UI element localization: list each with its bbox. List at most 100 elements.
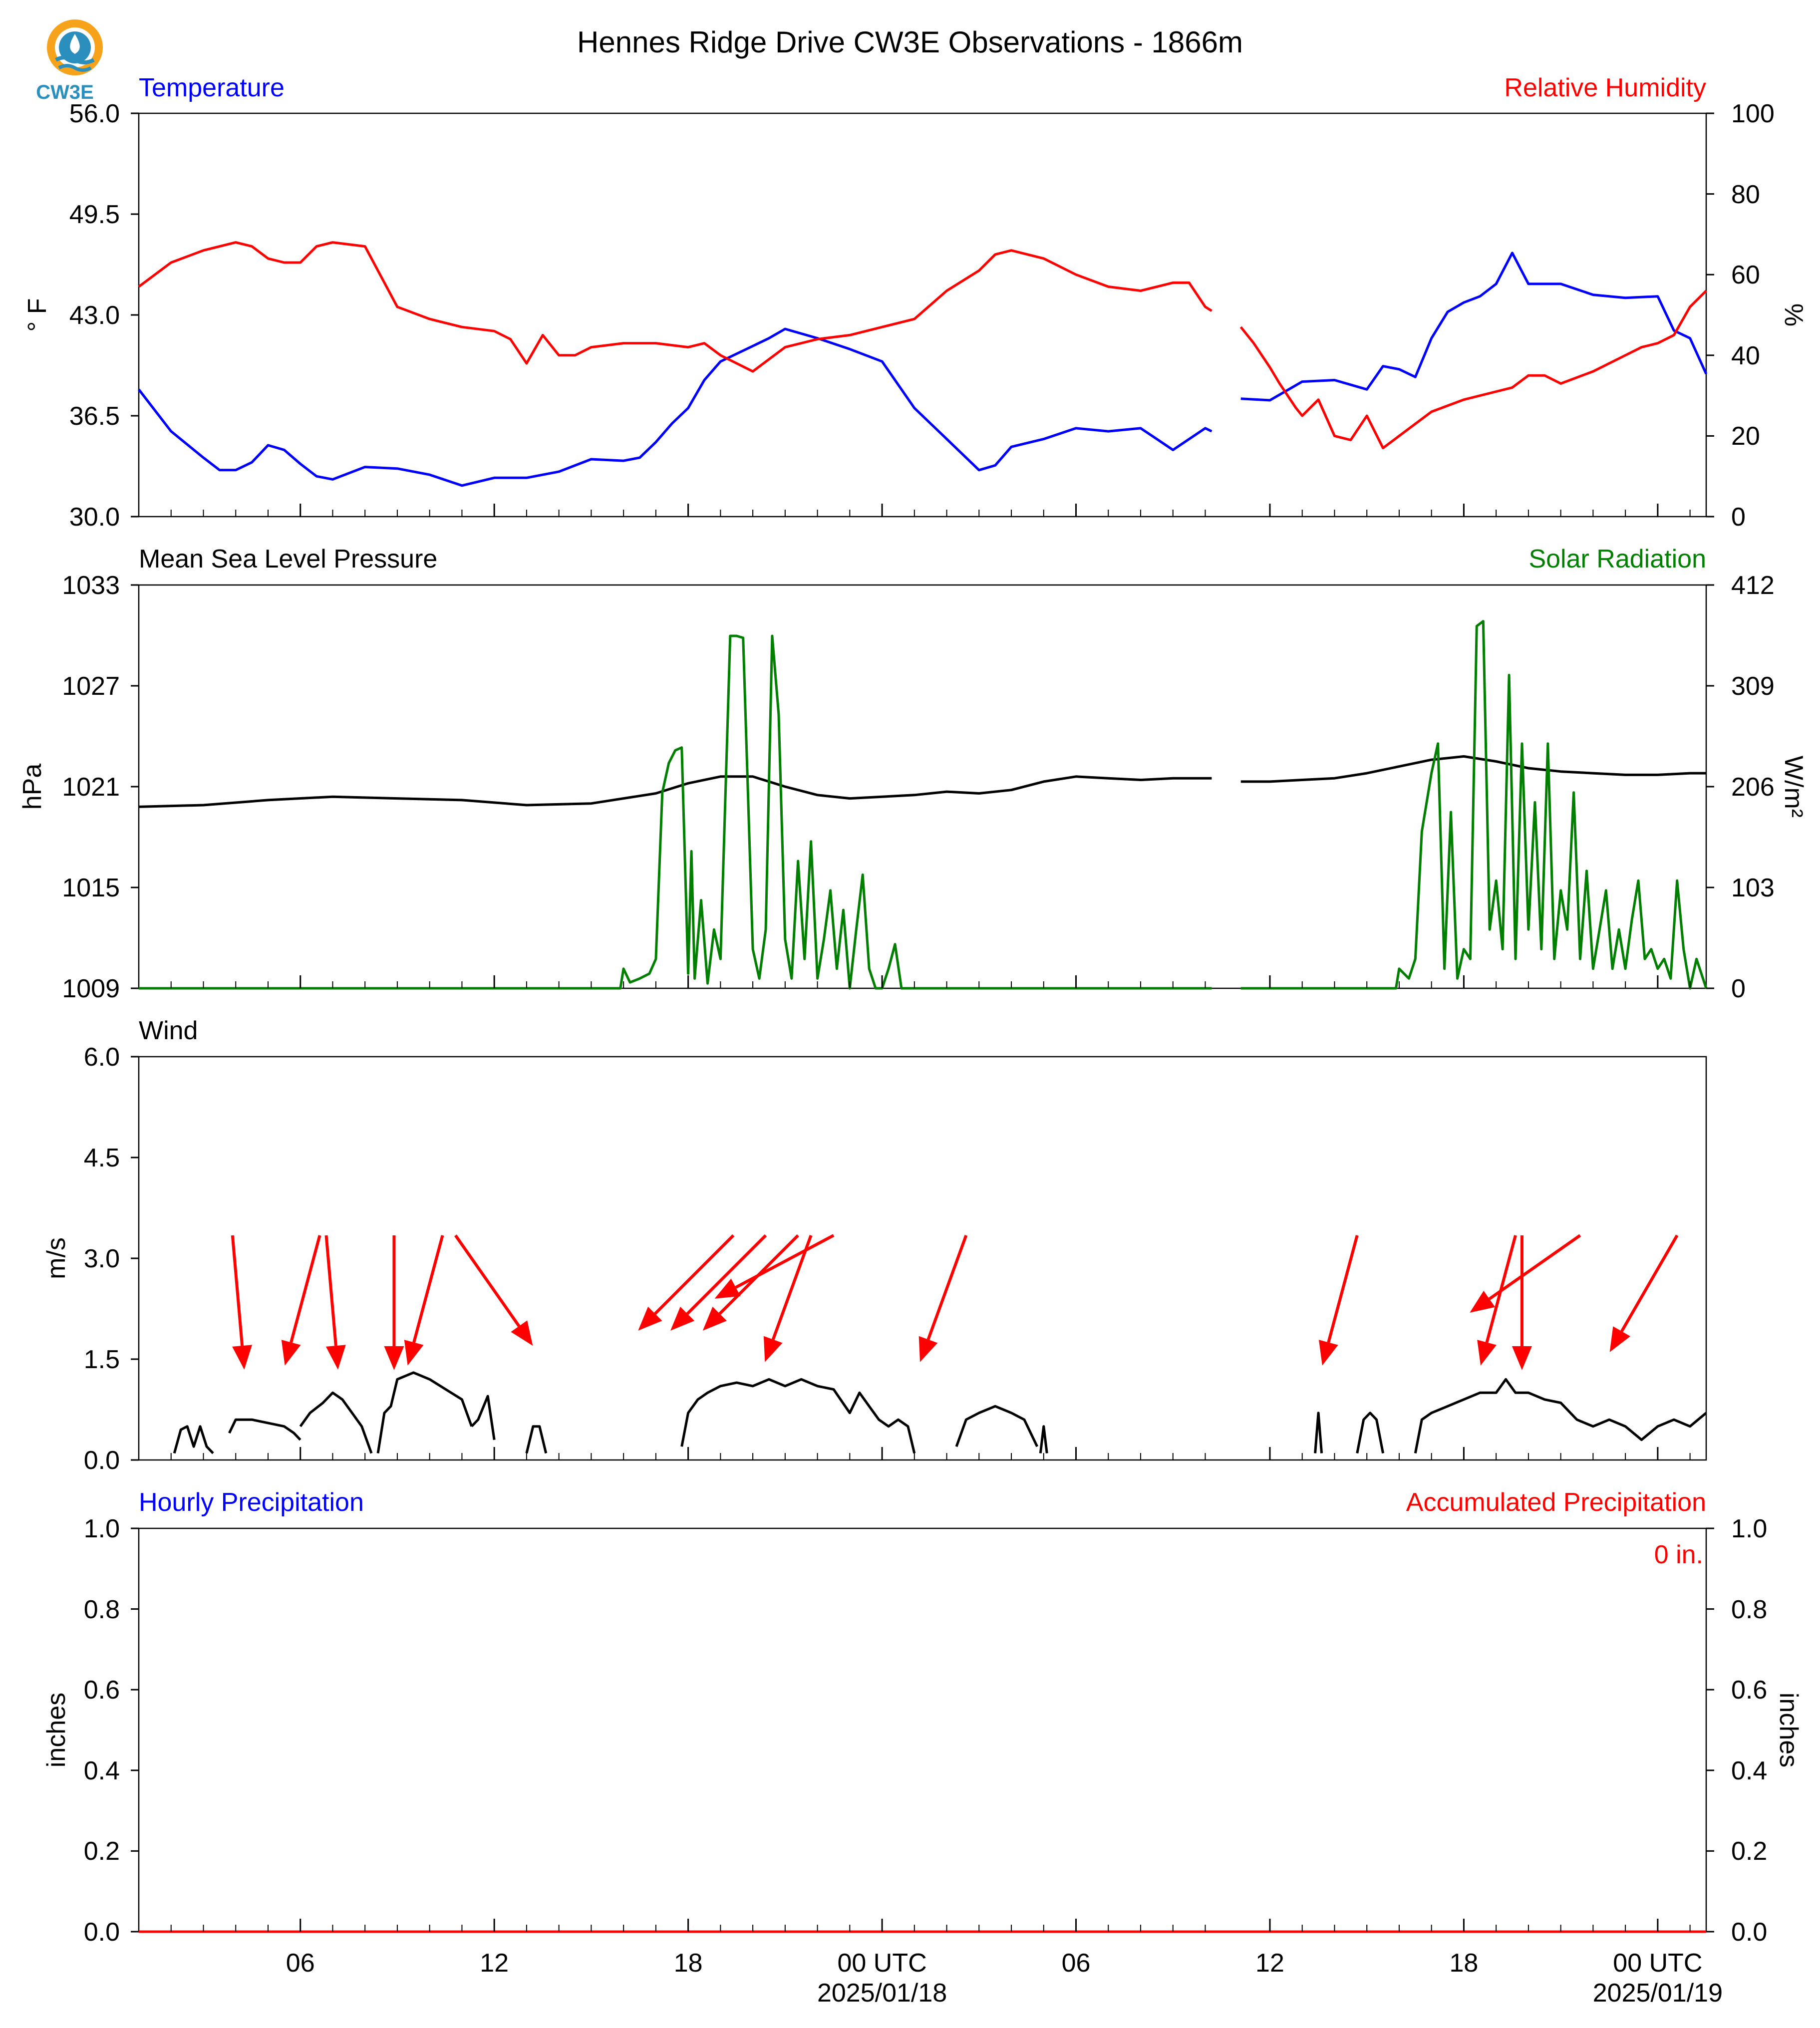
cw3e-logo-icon: [47, 19, 103, 75]
pressure-tick: 1021: [62, 773, 120, 802]
pressure-solar-series: [138, 620, 1708, 990]
humidity-label: Relative Humidity: [1504, 73, 1706, 102]
x-date-label: 2025/01/18: [817, 1979, 947, 2008]
humidity-line: [1239, 290, 1707, 450]
rh-unit-label: %: [1779, 303, 1808, 326]
precip-unit-label: inches: [42, 1693, 71, 1767]
wind-arrow: [763, 1234, 813, 1362]
accum-precip-label: Accumulated Precipitation: [1406, 1488, 1706, 1517]
panel3-frame: [138, 1056, 1707, 1461]
pressure-tick: 1027: [62, 672, 120, 701]
panel1-frame: [138, 112, 1707, 518]
rh-tick: 60: [1731, 261, 1760, 290]
precip-tick: 0.4: [84, 1756, 120, 1785]
precip-tick: 1.0: [84, 1514, 120, 1543]
pressure-unit-label: hPa: [18, 764, 47, 810]
precip-tick: 0.2: [84, 1837, 120, 1866]
wind-tick: 0.0: [84, 1446, 120, 1475]
rh-tick: 100: [1731, 99, 1775, 128]
x-tick-label: 06: [1062, 1949, 1091, 1978]
panel1-ticks: [131, 112, 1714, 518]
pressure-label: Mean Sea Level Pressure: [139, 545, 437, 574]
wind-arrow: [638, 1234, 735, 1331]
accum-tick: 0.2: [1731, 1837, 1767, 1866]
wind-arrow: [714, 1234, 835, 1299]
x-tick-label: 00 UTC: [1613, 1949, 1702, 1978]
wind-arrow: [1512, 1235, 1532, 1370]
precip-tick: 0.0: [84, 1918, 120, 1947]
panel-wind: Wind 6.0 4.5 3.0 1.5 0.0 m/s: [42, 1016, 1707, 1475]
wind-speed-line: [1414, 1378, 1707, 1453]
solar-tick: 103: [1731, 873, 1775, 902]
panel-precipitation: Hourly Precipitation Accumulated Precipi…: [42, 1488, 1803, 1947]
wind-tick: 6.0: [84, 1043, 120, 1072]
wind-arrow: [1609, 1234, 1679, 1352]
chart-title: Hennes Ridge Drive CW3E Observations - 1…: [577, 25, 1243, 59]
precip-tick: 0.8: [84, 1595, 120, 1624]
x-tick-label: 12: [1255, 1949, 1284, 1978]
wind-tick: 3.0: [84, 1244, 120, 1273]
wind-arrow: [918, 1234, 968, 1362]
accum-unit-label: inches: [1774, 1693, 1803, 1767]
panel4-frame: [138, 1527, 1707, 1933]
panel-pressure-solar: Mean Sea Level Pressure Solar Radiation …: [18, 545, 1808, 1003]
pressure-tick: 1009: [62, 974, 120, 1003]
wind-series: [173, 1371, 1707, 1454]
rh-tick: 20: [1731, 422, 1760, 451]
wind-speed-line: [1314, 1412, 1323, 1453]
wind-arrow: [1470, 1234, 1581, 1313]
temperature-line: [138, 327, 1213, 487]
wind-speed-line: [1039, 1425, 1048, 1453]
pressure-line: [138, 775, 1212, 808]
temp-rh-series: [138, 241, 1708, 487]
wind-speed-line: [470, 1395, 496, 1440]
temp-tick: 30.0: [69, 503, 120, 532]
wind-direction-arrows: [231, 1234, 1679, 1370]
cw3e-logo-text: CW3E: [36, 81, 94, 103]
accum-tick: 0.0: [1731, 1918, 1767, 1947]
pressure-tick: 1015: [62, 873, 120, 902]
accum-tick: 0.6: [1731, 1676, 1767, 1705]
precip-tick: 0.6: [84, 1676, 120, 1705]
panel3-ticks: [131, 1056, 1691, 1461]
temp-tick: 49.5: [69, 200, 120, 229]
wind-arrow: [454, 1234, 533, 1346]
wind-label: Wind: [139, 1016, 198, 1045]
wind-arrow: [670, 1234, 767, 1331]
pressure-line: [1240, 755, 1706, 783]
wind-unit-label: m/s: [42, 1237, 71, 1279]
accum-total-text: 0 in.: [1654, 1540, 1703, 1569]
rh-tick: 0: [1731, 503, 1746, 532]
wind-arrow: [281, 1235, 321, 1366]
temp-unit-label: ° F: [23, 298, 52, 331]
x-tick-label: 06: [286, 1949, 315, 1978]
rh-tick: 80: [1731, 180, 1760, 209]
solar-radiation-line: [1240, 620, 1708, 990]
x-tick-label: 18: [674, 1949, 703, 1978]
wind-arrow: [231, 1235, 253, 1370]
temp-tick: 43.0: [69, 301, 120, 330]
wind-speed-line: [1356, 1412, 1385, 1453]
wind-speed-line: [228, 1418, 302, 1441]
wind-speed-line: [955, 1405, 1039, 1448]
humidity-line: [138, 241, 1213, 373]
wind-speed-line: [525, 1425, 548, 1454]
cw3e-logo: CW3E: [36, 19, 103, 103]
accum-tick: 0.8: [1731, 1595, 1767, 1624]
solar-tick: 206: [1731, 773, 1775, 802]
solar-tick: 0: [1731, 974, 1746, 1003]
pressure-tick: 1033: [62, 571, 120, 600]
wind-speed-line: [376, 1371, 473, 1453]
temperature-line: [1240, 252, 1708, 402]
solar-unit-label: W/m²: [1779, 756, 1808, 818]
x-tick-label: 00 UTC: [837, 1949, 926, 1978]
wind-arrow: [404, 1235, 444, 1366]
accum-tick: 0.4: [1731, 1756, 1767, 1785]
solar-tick: 412: [1731, 571, 1775, 600]
panel4-ticks: [131, 1527, 1714, 1933]
panel2-ticks: [131, 584, 1714, 989]
solar-label: Solar Radiation: [1528, 545, 1706, 574]
panel-temperature-humidity: Temperature Relative Humidity 56.0 49.5 …: [23, 73, 1808, 532]
